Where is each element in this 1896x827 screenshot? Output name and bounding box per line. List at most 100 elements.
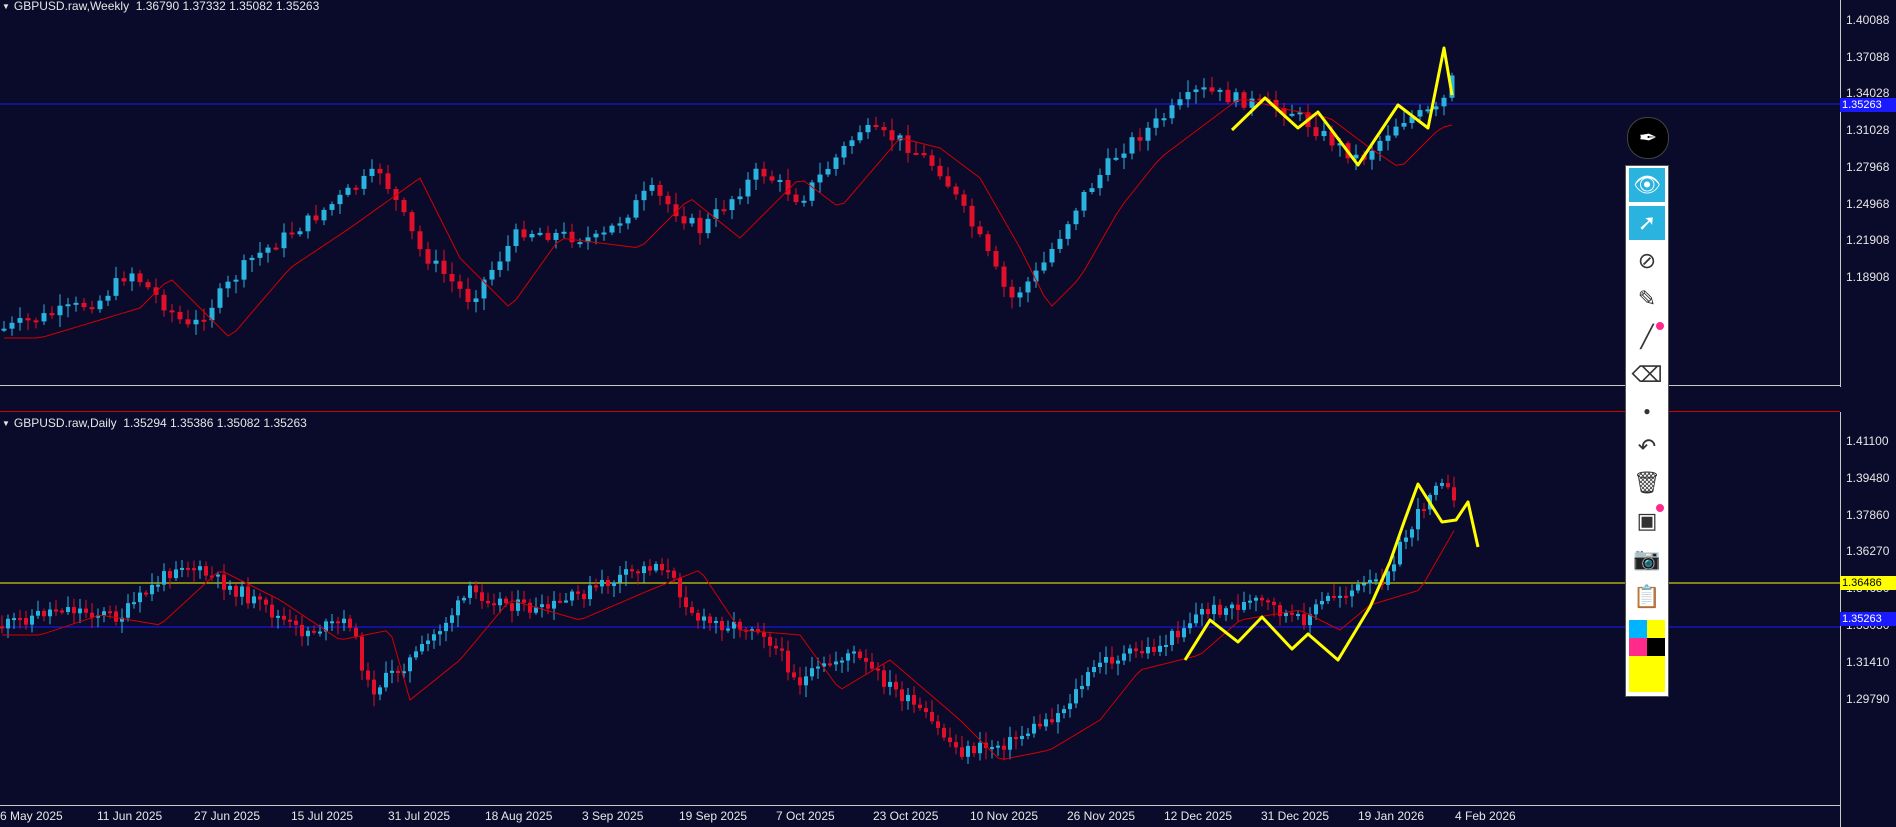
candle-body <box>1038 723 1042 727</box>
candle-body <box>89 307 95 310</box>
marker-icon[interactable]: ✎ <box>1637 286 1657 311</box>
candle-body <box>697 217 703 234</box>
candle-body <box>624 569 628 575</box>
collapse-triangle-icon[interactable]: ▼ <box>2 419 10 428</box>
candle-body <box>921 152 927 156</box>
candle-body <box>545 232 551 240</box>
clipboard-icon[interactable]: 📋 <box>1633 584 1661 609</box>
candle-body <box>729 199 735 211</box>
candle-body <box>846 653 850 661</box>
candle-body <box>732 621 736 629</box>
drawn-zigzag-line <box>1230 46 1454 167</box>
candle-body <box>665 195 671 205</box>
candle-body <box>42 610 46 617</box>
color-swatch-cyan[interactable] <box>1629 620 1647 638</box>
weekly-chart-pane[interactable]: ▼ GBPUSD.raw,Weekly 1.36790 1.37332 1.350… <box>0 0 1896 403</box>
trash-icon[interactable]: 🗑 <box>1633 470 1661 495</box>
candle-body <box>177 311 183 320</box>
candle-body <box>318 631 322 634</box>
candle-body <box>1218 604 1222 615</box>
candle-body <box>361 175 367 189</box>
daily-plot-area[interactable] <box>0 412 1840 805</box>
candle-body <box>528 602 532 613</box>
candle-body <box>1194 614 1198 624</box>
color-swatch-yellow[interactable] <box>1647 620 1665 638</box>
camera-icon[interactable]: 📷 <box>1633 546 1661 571</box>
daily-chart-pane[interactable]: ▼ GBPUSD.raw,Daily 1.35294 1.35386 1.3508… <box>0 412 1896 827</box>
candle-body <box>1409 116 1415 124</box>
undo-icon[interactable]: ↶ <box>1637 434 1657 459</box>
candle-body <box>1140 651 1144 654</box>
candle-body <box>1062 709 1066 714</box>
candle-body <box>282 615 286 620</box>
projector-icon[interactable]: ▣ <box>1629 504 1665 538</box>
candle-body <box>1104 656 1108 663</box>
candle-body <box>1049 248 1055 263</box>
candle-body <box>96 615 100 618</box>
candle-body <box>737 196 743 200</box>
candle-body <box>265 247 271 253</box>
candle-body <box>456 600 460 616</box>
candle-body <box>1193 89 1199 93</box>
cursor-icon[interactable]: ➚ <box>1629 206 1665 240</box>
candle-body <box>498 598 502 606</box>
candle-body <box>702 616 706 621</box>
candle-body <box>402 671 406 674</box>
candle-body <box>1086 672 1090 687</box>
selected-color-swatch[interactable] <box>1629 656 1665 692</box>
lasso-icon[interactable]: ⊘ <box>1637 248 1657 273</box>
candle-body <box>1446 483 1450 488</box>
pane-separator[interactable] <box>0 387 1896 415</box>
candle-body <box>521 229 527 238</box>
candle-body <box>396 670 400 674</box>
candle-body <box>553 232 559 240</box>
candle-body <box>537 232 543 235</box>
candle-body <box>786 650 790 673</box>
candle-body <box>792 672 796 678</box>
eraser-icon[interactable]: ⌫ <box>1631 362 1663 387</box>
candle-body <box>289 232 295 235</box>
candle-body <box>540 604 544 608</box>
price-tick-label: 1.21908 <box>1846 233 1890 248</box>
candle-body <box>561 231 567 234</box>
price-tick-label: 1.39480 <box>1846 470 1890 485</box>
candle-body <box>144 592 148 595</box>
candle-body <box>1217 89 1223 92</box>
candle-body <box>1092 667 1096 673</box>
color-swatch-black[interactable] <box>1647 638 1665 656</box>
candle-body <box>222 574 226 590</box>
weekly-plot-area[interactable] <box>0 0 1840 385</box>
line-icon[interactable]: ╱ <box>1629 320 1665 354</box>
candle-body <box>270 604 274 618</box>
candle-body <box>1248 600 1252 603</box>
candle-body <box>324 621 328 632</box>
price-tick-label: 1.24968 <box>1846 196 1890 211</box>
candle-body <box>204 566 208 576</box>
candle-body <box>1278 605 1282 617</box>
candle-body <box>1353 154 1359 159</box>
candle-body <box>169 310 175 313</box>
price-tick-label: 1.31028 <box>1846 123 1890 138</box>
candle-body <box>889 130 895 141</box>
candle-body <box>369 168 375 176</box>
candle-body <box>1161 118 1167 121</box>
candle-body <box>978 742 982 754</box>
dot-size-icon[interactable]: ● <box>1643 404 1651 418</box>
color-swatch-pink[interactable] <box>1629 638 1647 656</box>
candle-body <box>1401 123 1407 127</box>
candle-body <box>426 640 430 645</box>
candle-body <box>1416 508 1420 530</box>
candle-body <box>1284 612 1288 617</box>
candle-body <box>1233 92 1239 103</box>
candle-body <box>329 204 335 210</box>
collapse-triangle-icon[interactable]: ▼ <box>2 2 10 11</box>
candle-body <box>1152 646 1156 652</box>
pen-icon[interactable]: ✒ <box>1627 117 1669 159</box>
candle-body <box>1153 118 1159 128</box>
candle-body <box>1393 126 1399 136</box>
candle-body <box>73 302 79 305</box>
candle-body <box>66 607 70 613</box>
candle-body <box>486 600 490 604</box>
eye-icon[interactable]: 👁 <box>1629 168 1665 202</box>
candle-body <box>462 597 466 601</box>
